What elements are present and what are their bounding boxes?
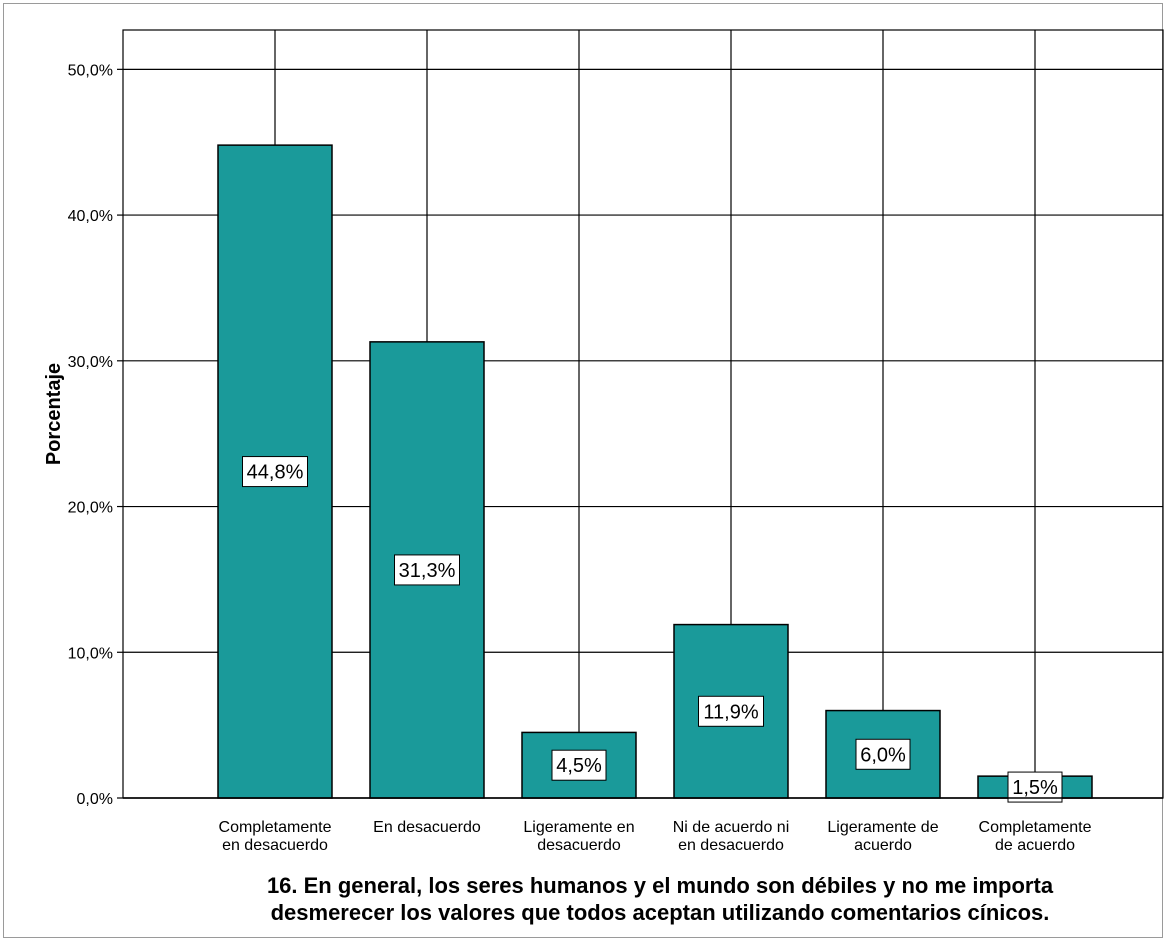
x-axis-title-line-1: 16. En general, los seres humanos y el m… (267, 873, 1054, 898)
data-label: 44,8% (247, 462, 304, 484)
category-label: acuerdo (854, 837, 912, 854)
category-label: Ligeramente de (827, 819, 938, 836)
x-axis-title-line-2: desmerecer los valores que todos aceptan… (271, 900, 1050, 925)
axes-layer: 0,0% 10,0% 20,0% 30,0% 40,0% 50,0% Completamen… (68, 62, 1163, 854)
y-tick-label: 0,0% (77, 791, 113, 808)
category-label: Completamente (979, 819, 1092, 836)
data-label: 4,5% (556, 755, 602, 777)
data-label-box (1007, 771, 1063, 803)
data-labels-layer: 44,8% 31,3% 4,5% 11,9% 6,0% 1,5% (242, 456, 1063, 803)
data-label-box (242, 456, 308, 488)
y-axis-label: Porcentaje (43, 363, 65, 465)
category-label: Completamente (219, 819, 332, 836)
data-label: 31,3% (399, 560, 456, 582)
data-label-box (855, 738, 911, 770)
y-tick-label: 20,0% (68, 500, 113, 517)
category-label: desacuerdo (537, 837, 621, 854)
category-label: en desacuerdo (678, 837, 784, 854)
category-label: En desacuerdo (373, 819, 481, 836)
category-label: Ligeramente en (523, 819, 634, 836)
data-label-box (551, 749, 607, 781)
data-label: 1,5% (1012, 777, 1058, 799)
y-tick-label: 40,0% (68, 208, 113, 225)
y-tick-label: 30,0% (68, 354, 113, 371)
data-label-box (394, 554, 460, 586)
category-label: de acuerdo (995, 837, 1075, 854)
category-label: Ni de acuerdo ni (673, 819, 790, 836)
data-label-box (698, 695, 764, 727)
data-label: 6,0% (860, 744, 906, 766)
bars-layer (217, 144, 1093, 799)
category-label: en desacuerdo (222, 837, 328, 854)
y-tick-label: 50,0% (68, 62, 113, 79)
y-tick-label: 10,0% (68, 645, 113, 662)
data-label: 11,9% (703, 701, 758, 723)
